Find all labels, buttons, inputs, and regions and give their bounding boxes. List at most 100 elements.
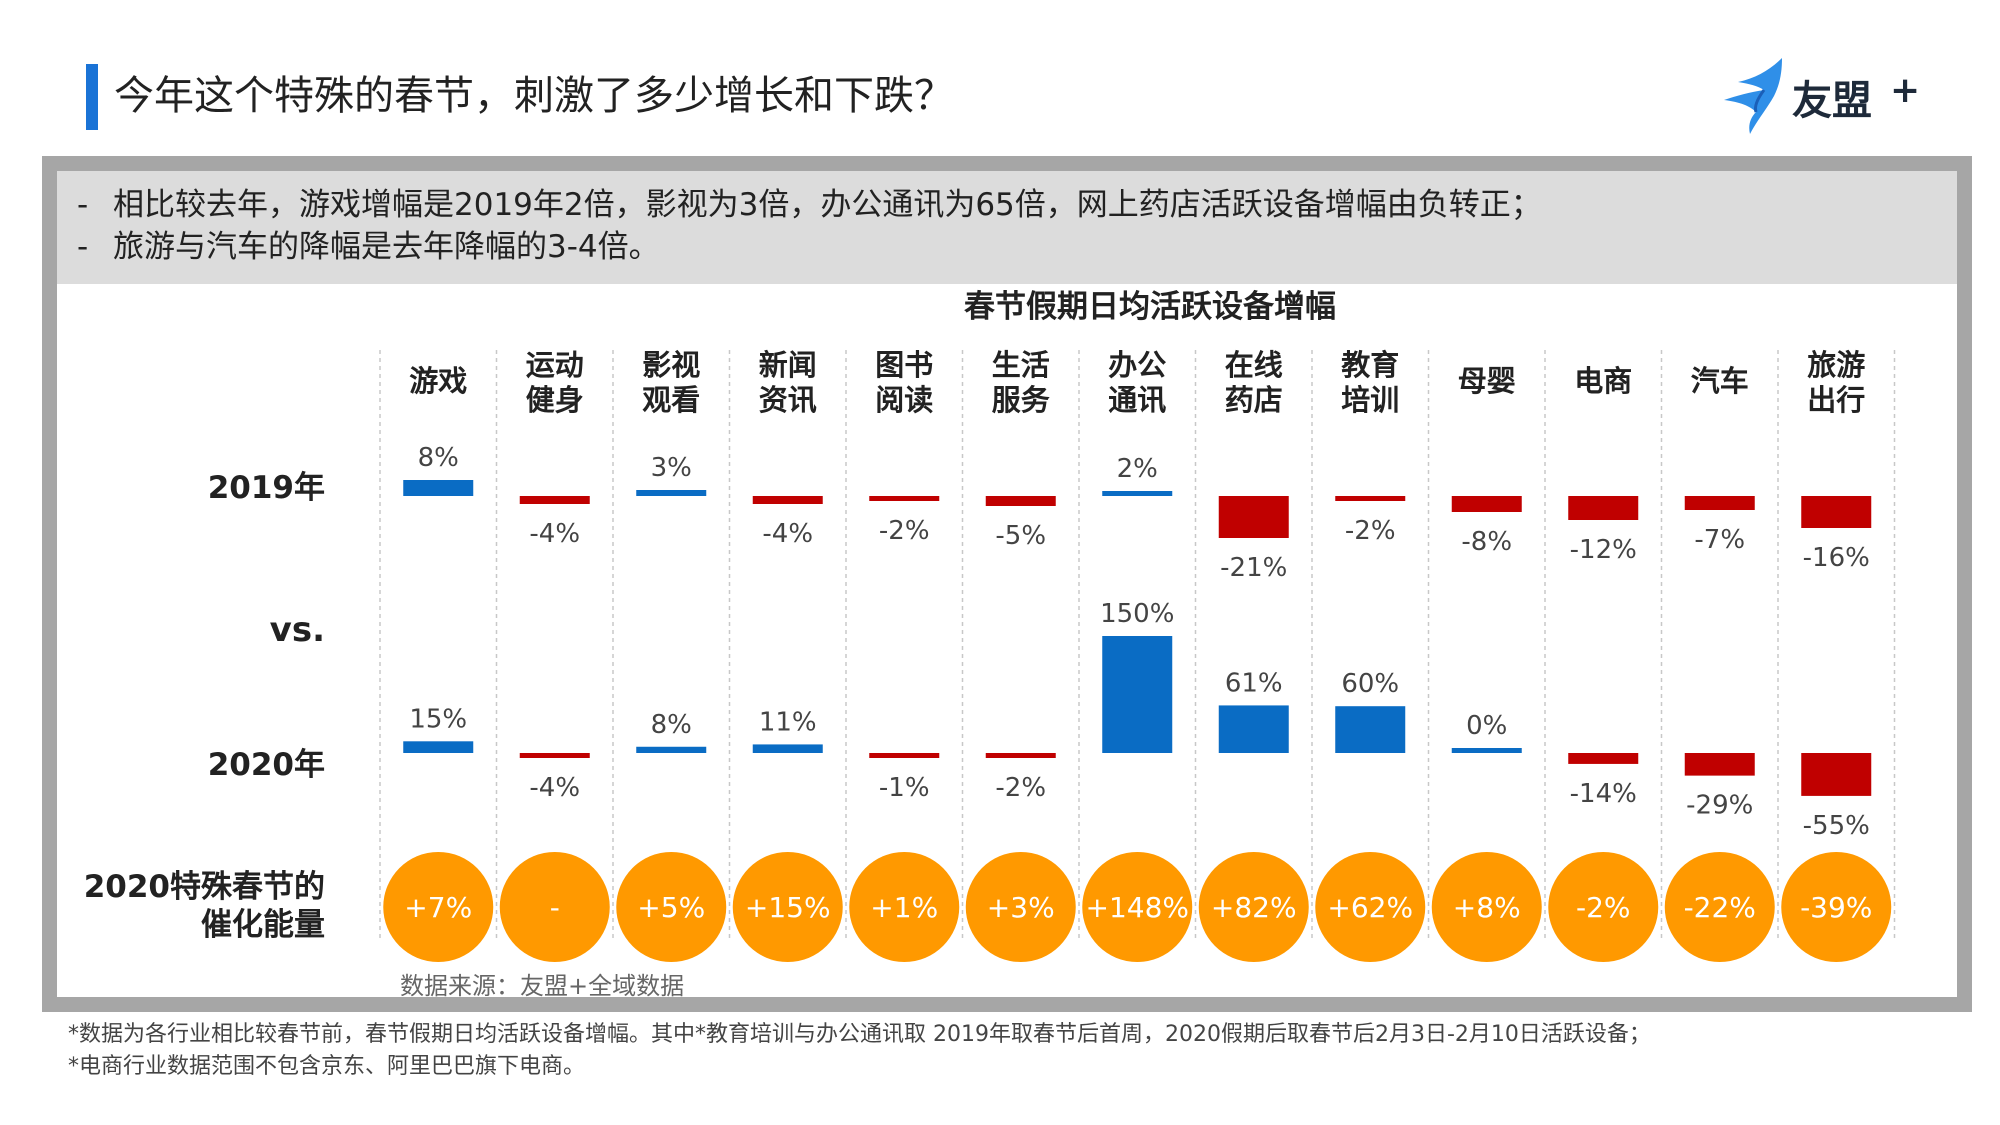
catalyst-circle (383, 852, 494, 962)
category-label: 汽车 (1691, 364, 1749, 398)
bar-2020 (1801, 753, 1872, 796)
data-label-2019: -8% (1461, 527, 1512, 557)
footnote: *电商行业数据范围不包含京东、阿里巴巴旗下电商。 (68, 1054, 586, 1079)
category-label: 母婴 (1458, 364, 1516, 398)
bar-2019 (519, 496, 590, 504)
summary-line: - 相比较去年，游戏增幅是2019年2倍，影视为3倍，办公通讯为65倍，网上药店活… (77, 187, 1542, 223)
logo-plus: + (1890, 70, 1921, 111)
row-label-2020: 2020年 (208, 747, 325, 783)
summary-text: 相比较去年，游戏增幅是2019年2倍，影视为3倍，办公通讯为65倍，网上药店活跃… (113, 187, 1542, 223)
catalyst-value: +15% (745, 891, 831, 924)
bar-2020 (869, 753, 940, 758)
bar-2019 (1335, 496, 1406, 501)
bar-2020 (1451, 748, 1522, 753)
catalyst-value: +3% (987, 891, 1055, 924)
data-label-2020: -55% (1803, 811, 1870, 841)
catalyst-value: -22% (1684, 891, 1756, 924)
category-label: 运动健身 (526, 348, 584, 417)
catalyst-circle (1198, 852, 1309, 962)
bar-2019 (1451, 496, 1522, 512)
category-label: 在线药店 (1225, 348, 1283, 417)
data-label-2020: 15% (409, 704, 467, 734)
catalyst-circle (499, 852, 610, 962)
bar-2019 (1218, 496, 1289, 538)
summary-line: - 旅游与汽车的降幅是去年降幅的3-4倍。 (77, 229, 660, 265)
data-label-2019: -12% (1570, 535, 1637, 565)
catalyst-circle (1082, 852, 1193, 962)
row-label-catalyst: 2020特殊春节的催化能量 (84, 869, 325, 943)
data-label-2019: -4% (529, 519, 580, 549)
data-label-2019: -2% (879, 516, 930, 546)
data-label-2020: 60% (1341, 669, 1399, 699)
catalyst-circle (732, 852, 843, 962)
title-accent-bar (86, 64, 98, 130)
data-label-2019: 8% (418, 443, 459, 473)
catalyst-circle (1431, 852, 1542, 962)
footnote: *数据为各行业相比较春节前，春节假期日均活跃设备增幅。其中*教育培训与办公通讯取… (68, 1022, 1651, 1047)
bar-2020 (636, 746, 707, 753)
catalyst-circle (1315, 852, 1426, 962)
category-label: 新闻资讯 (759, 348, 817, 417)
catalyst-value: +62% (1327, 891, 1413, 924)
catalyst-circle (965, 852, 1076, 962)
data-source: 数据来源：友盟+全域数据 (400, 972, 685, 1000)
category-label: 电商 (1574, 364, 1632, 398)
bar-2019 (403, 480, 474, 496)
data-label-2020: 61% (1225, 668, 1283, 698)
bar-2020 (1218, 705, 1289, 753)
bird-logo-icon (1724, 58, 1782, 134)
data-label-2019: -4% (762, 519, 813, 549)
category-label: 办公通讯 (1108, 348, 1166, 417)
umeng-logo: 友盟 + (1720, 56, 1920, 136)
data-label-2020: -1% (879, 773, 930, 803)
data-label-2020: -29% (1686, 791, 1753, 821)
category-label: 生活服务 (992, 348, 1050, 417)
bar-2019 (985, 496, 1056, 506)
bar-2019 (1568, 496, 1639, 520)
bar-2020 (403, 741, 474, 753)
category-label: 旅游出行 (1807, 348, 1865, 417)
logo-text: 友盟 (1792, 78, 1872, 124)
catalyst-circle (1548, 852, 1659, 962)
catalyst-value: +148% (1085, 891, 1189, 924)
catalyst-value: -39% (1800, 891, 1872, 924)
catalyst-value: - (550, 891, 560, 924)
catalyst-circle (849, 852, 960, 962)
catalyst-value: -2% (1576, 891, 1631, 924)
catalyst-value: +8% (1453, 891, 1521, 924)
catalyst-value: +7% (404, 891, 472, 924)
category-label: 影视观看 (642, 348, 700, 417)
catalyst-value: +82% (1211, 891, 1297, 924)
data-label-2020: 0% (1466, 711, 1507, 741)
data-label-2019: -7% (1694, 525, 1745, 555)
page-title: 今年这个特殊的春节，刺激了多少增长和下跌？ (114, 73, 954, 119)
data-label-2019: 2% (1117, 454, 1158, 484)
bar-2019 (1801, 496, 1872, 528)
row-label-2019: 2019年 (208, 470, 325, 506)
bar-2019 (869, 496, 940, 501)
data-label-2019: -2% (1345, 516, 1396, 546)
category-label: 游戏 (409, 364, 467, 398)
bar-2020 (1335, 706, 1406, 753)
data-label-2020: 150% (1100, 599, 1174, 629)
catalyst-value: +5% (637, 891, 705, 924)
data-label-2020: 11% (759, 707, 817, 737)
chart-title: 春节假期日均活跃设备增幅 (964, 289, 1336, 325)
data-label-2020: -4% (529, 773, 580, 803)
data-label-2020: -14% (1570, 779, 1637, 809)
summary-text: 旅游与汽车的降幅是去年降幅的3-4倍。 (113, 229, 660, 265)
catalyst-circle (1664, 852, 1775, 962)
catalyst-circle (616, 852, 727, 962)
catalyst-circle (1781, 852, 1892, 962)
data-label-2020: 8% (651, 710, 692, 740)
bar-2020 (752, 744, 823, 753)
data-label-2020: -2% (995, 773, 1046, 803)
bar-2019 (1102, 491, 1173, 496)
data-label-2019: -21% (1220, 553, 1287, 583)
bar-2020 (985, 753, 1056, 758)
bar-2019 (752, 496, 823, 504)
summary-box: - 相比较去年，游戏增幅是2019年2倍，影视为3倍，办公通讯为65倍，网上药店活… (57, 171, 1957, 284)
bar-2019 (1684, 496, 1755, 510)
data-label-2019: -5% (995, 521, 1046, 551)
